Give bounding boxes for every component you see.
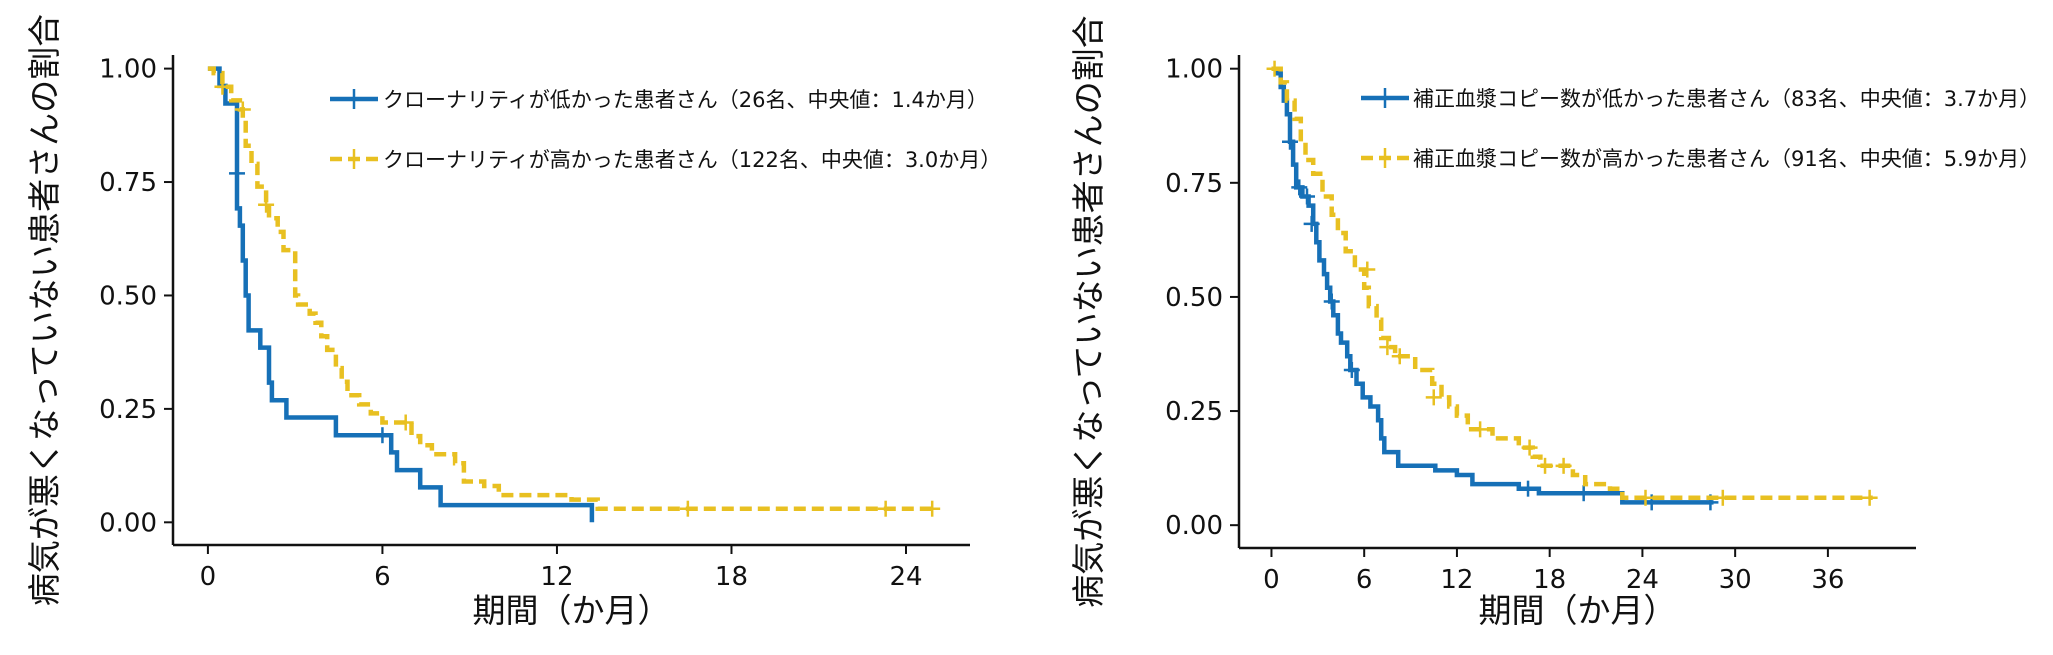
y-tick-label: 0.25 [99, 395, 157, 425]
censor-mark [1282, 133, 1299, 150]
x-tick-label: 6 [374, 562, 391, 592]
legend-label: 補正血漿コピー数が高かった患者さん（91名、中央値：5.9か月） [1413, 147, 2040, 171]
censor-mark [258, 196, 275, 213]
censor-mark [1291, 179, 1308, 196]
x-tick-label: 36 [1811, 565, 1844, 595]
km-curve-line [1271, 66, 1873, 501]
censor-mark [1379, 339, 1396, 356]
chart-panel-1: 0.00 0.25 0.50 0.75 1.00 0 6 12 18 24 期間（か月） 病気が悪くな… [25, 14, 1001, 630]
km-curve-line [207, 66, 595, 523]
y-axis-title: 病気が悪くなっていない患者さんの割合 [1069, 15, 1108, 607]
censor-mark [1359, 261, 1376, 278]
censor-mark [1303, 215, 1320, 232]
censor-mark [1266, 60, 1283, 77]
x-tick-label: 12 [540, 562, 573, 592]
x-tick-label: 18 [715, 562, 748, 592]
x-axis-title: 期間（か月） [1479, 591, 1677, 630]
censor-mark [1714, 489, 1731, 506]
censor-mark [1861, 489, 1878, 506]
series-1 [207, 66, 595, 523]
censor-mark [1537, 457, 1554, 474]
x-tick-label: 12 [1440, 565, 1473, 595]
censor-mark [1521, 439, 1538, 456]
legend-entry: クローナリティが高かった患者さん（122名、中央値：3.0か月） [330, 148, 1001, 172]
censor-mark [924, 500, 941, 517]
censor-mark [234, 101, 251, 118]
y-axis-title: 病気が悪くなっていない患者さんの割合 [25, 14, 64, 606]
censor-mark [679, 500, 696, 517]
y-tick-label: 0.50 [99, 281, 157, 311]
legend-entry: クローナリティが低かった患者さん（26名、中央値：1.4か月） [330, 88, 988, 112]
y-tick-label: 0.00 [1165, 511, 1223, 541]
censor-mark [877, 500, 894, 517]
y-tick-label: 0.25 [1165, 397, 1223, 427]
censor-mark [1425, 389, 1442, 406]
series-2 [207, 66, 941, 517]
legend-entry: 補正血漿コピー数が高かった患者さん（91名、中央値：5.9か月） [1361, 147, 2040, 171]
legend-label: クローナリティが高かった患者さん（122名、中央値：3.0か月） [383, 148, 1001, 172]
y-tick-label: 0.75 [99, 168, 157, 198]
legend-label: 補正血漿コピー数が低かった患者さん（83名、中央値：3.7か月） [1413, 87, 2040, 111]
censor-mark [1575, 485, 1592, 502]
censor-mark [397, 414, 414, 431]
series-2 [1266, 60, 1878, 506]
censor-mark [1472, 421, 1489, 438]
x-axis-title: 期間（か月） [473, 591, 671, 630]
censor-mark [214, 78, 231, 95]
x-tick-label: 6 [1356, 565, 1373, 595]
x-tick-label: 0 [200, 562, 217, 592]
x-tick-label: 0 [1263, 565, 1280, 595]
y-tick-label: 1.00 [99, 55, 157, 85]
censor-mark [1299, 188, 1316, 205]
censor-mark [374, 427, 391, 444]
censor-mark [1637, 489, 1654, 506]
x-tick-label: 30 [1719, 565, 1752, 595]
y-tick-label: 0.50 [1165, 283, 1223, 313]
y-tick-label: 0.75 [1165, 169, 1223, 199]
x-tick-label: 18 [1533, 565, 1566, 595]
legend-entry: 補正血漿コピー数が低かった患者さん（83名、中央値：3.7か月） [1361, 87, 2040, 111]
legend-label: クローナリティが低かった患者さん（26名、中央値：1.4か月） [383, 88, 988, 112]
y-tick-label: 0.00 [99, 508, 157, 538]
km-curve-line [1271, 66, 1714, 505]
censor-mark [1555, 457, 1572, 474]
censor-mark [1323, 293, 1340, 310]
x-tick-label: 24 [889, 562, 922, 592]
censor-mark [1343, 361, 1360, 378]
censor-mark [228, 165, 245, 182]
censor-mark [1391, 348, 1408, 365]
series-1 [1271, 66, 1719, 511]
x-tick-label: 24 [1626, 565, 1659, 595]
km-curve-line [207, 66, 936, 511]
censor-mark [1520, 480, 1537, 497]
chart-panel-2: 0.00 0.25 0.50 0.75 1.00 0 6 12 18 24 30 36 期間（か月） 病気… [1069, 15, 2040, 630]
y-tick-label: 1.00 [1165, 55, 1223, 85]
